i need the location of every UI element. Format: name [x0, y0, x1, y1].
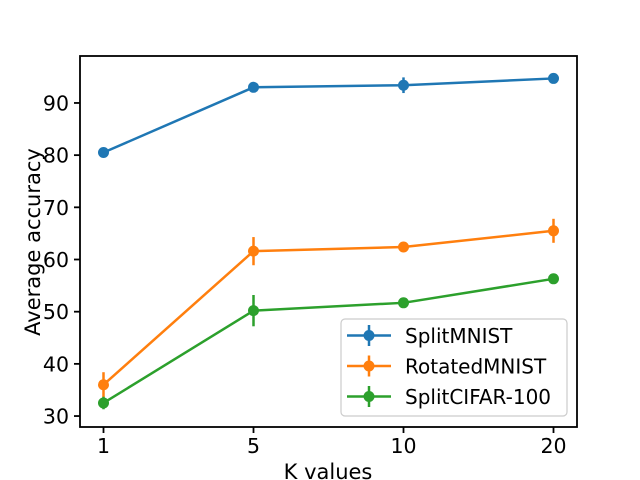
y-axis-label: Average accuracy	[21, 148, 45, 336]
series-line-SplitMNIST	[102, 77, 555, 154]
legend-box	[340, 318, 568, 417]
x-axis-tick-label: 10	[390, 434, 416, 458]
data-point	[248, 245, 259, 257]
series-line-SplitCIFAR-100	[102, 277, 555, 405]
plot-border	[79, 55, 578, 428]
data-point	[398, 79, 409, 91]
y-axis-tick-label: 60	[43, 248, 69, 272]
data-point	[398, 241, 409, 253]
legend-label-SplitCIFAR-100: SplitCIFAR-100	[405, 385, 551, 409]
legend-sample-marker	[363, 330, 375, 341]
x-axis-tick-label: 20	[540, 434, 566, 458]
legend-sample-marker	[363, 360, 375, 372]
data-point	[98, 379, 109, 391]
y-axis-tick-label: 30	[43, 405, 69, 429]
x-axis-label: K values	[283, 460, 373, 480]
data-point	[548, 225, 559, 237]
data-point	[548, 72, 559, 84]
y-axis-tick-label: 50	[43, 300, 69, 324]
data-point	[98, 397, 109, 409]
legend-label-SplitMNIST: SplitMNIST	[405, 324, 513, 348]
y-axis-tick-label: 80	[43, 144, 69, 168]
data-point	[248, 81, 259, 93]
data-point	[98, 147, 109, 159]
y-axis-tick-label: 90	[43, 91, 69, 115]
series-line-RotatedMNIST	[102, 229, 555, 386]
x-axis-tick-label: 1	[97, 434, 110, 458]
legend-sample-marker	[363, 391, 375, 402]
data-point	[248, 305, 259, 317]
y-axis-tick-label: 40	[43, 352, 69, 376]
data-point	[548, 273, 559, 285]
data-point	[398, 297, 409, 309]
legend-label-RotatedMNIST: RotatedMNIST	[405, 355, 547, 379]
x-axis-tick-label: 5	[247, 434, 260, 458]
y-axis-tick-label: 70	[43, 196, 69, 220]
